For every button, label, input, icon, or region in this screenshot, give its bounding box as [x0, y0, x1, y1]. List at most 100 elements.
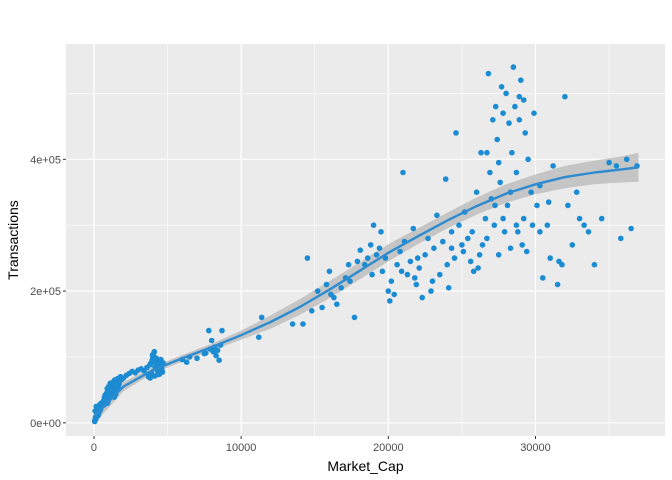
- data-point: [149, 352, 156, 358]
- data-point: [501, 229, 508, 235]
- data-point: [623, 156, 630, 163]
- data-point: [503, 90, 509, 97]
- data-point: [210, 348, 216, 355]
- data-point: [451, 255, 458, 261]
- plot-panel: [66, 44, 665, 436]
- x-axis-title: Market_Cap: [327, 458, 403, 474]
- data-point: [428, 288, 434, 294]
- data-point: [183, 359, 190, 366]
- data-point: [323, 281, 330, 288]
- data-point: [326, 268, 333, 275]
- data-point: [519, 242, 525, 248]
- data-point: [334, 301, 340, 308]
- data-point: [385, 288, 392, 294]
- data-point: [504, 202, 511, 209]
- data-point: [448, 245, 455, 251]
- data-point: [534, 202, 540, 209]
- data-point: [478, 149, 484, 156]
- data-point: [554, 281, 561, 288]
- confidence-band: [94, 152, 639, 425]
- data-point: [351, 314, 358, 321]
- data-point: [484, 235, 490, 242]
- data-point: [376, 245, 383, 251]
- data-point: [354, 258, 361, 265]
- data-point: [467, 258, 474, 265]
- y-axis-ticks: 0e+00 2e+05 4e+05: [30, 154, 66, 430]
- x-tick-label: 20000: [373, 442, 404, 454]
- data-point: [531, 110, 537, 116]
- data-point: [498, 84, 505, 90]
- data-point: [440, 238, 446, 245]
- data-point: [515, 229, 521, 235]
- data-point: [453, 130, 459, 136]
- smooth-trend-line: [93, 166, 639, 418]
- data-point: [414, 255, 421, 261]
- data-point: [569, 242, 576, 248]
- data-point: [606, 159, 612, 166]
- data-point: [460, 248, 467, 255]
- data-point: [490, 117, 496, 123]
- data-point: [487, 169, 493, 176]
- data-point: [545, 199, 552, 205]
- data-point: [507, 245, 514, 251]
- data-point: [442, 176, 449, 182]
- data-point: [407, 258, 414, 265]
- data-point: [357, 247, 364, 253]
- data-point: [364, 255, 371, 261]
- data-point: [573, 189, 580, 195]
- data-point: [159, 368, 165, 374]
- data-point: [147, 375, 153, 381]
- data-point: [518, 77, 524, 83]
- y-axis-title: Transactions: [5, 200, 21, 280]
- data-point: [434, 212, 440, 219]
- data-point: [513, 222, 520, 228]
- data-point: [379, 268, 386, 275]
- data-point: [412, 275, 418, 281]
- data-point: [289, 321, 296, 327]
- data-point: [476, 252, 483, 258]
- data-point: [391, 291, 398, 298]
- data-point: [465, 235, 471, 242]
- data-point: [565, 202, 571, 209]
- data-point: [213, 352, 219, 359]
- data-point: [448, 229, 455, 235]
- data-point: [445, 285, 452, 291]
- data-point: [437, 271, 443, 278]
- data-point: [429, 278, 436, 285]
- data-point: [506, 120, 512, 126]
- data-point: [562, 93, 568, 100]
- minor-gridlines: [66, 44, 665, 436]
- data-point: [510, 64, 517, 70]
- data-point: [444, 261, 451, 268]
- data-point: [378, 229, 384, 235]
- data-point: [520, 215, 527, 222]
- data-point: [556, 258, 562, 265]
- data-point: [613, 163, 620, 169]
- data-point: [479, 242, 486, 248]
- data-point: [469, 229, 476, 235]
- data-point: [425, 235, 431, 242]
- data-point: [540, 275, 546, 281]
- data-point: [523, 248, 530, 255]
- data-point: [456, 222, 462, 228]
- data-point: [522, 130, 528, 136]
- data-point: [319, 304, 325, 311]
- x-tick-label: 30000: [520, 442, 551, 454]
- data-point: [194, 355, 200, 362]
- data-point: [500, 110, 506, 116]
- data-point: [525, 156, 531, 163]
- data-point: [345, 261, 352, 268]
- data-point: [576, 215, 583, 222]
- data-point: [585, 229, 592, 235]
- data-point: [492, 202, 498, 209]
- data-point: [485, 70, 492, 77]
- data-point: [516, 117, 523, 123]
- data-point: [591, 261, 598, 268]
- data-point: [394, 261, 400, 268]
- data-point: [459, 242, 465, 248]
- data-point: [497, 179, 504, 186]
- data-point: [475, 265, 481, 271]
- data-point: [367, 242, 374, 248]
- data-point: [513, 169, 520, 176]
